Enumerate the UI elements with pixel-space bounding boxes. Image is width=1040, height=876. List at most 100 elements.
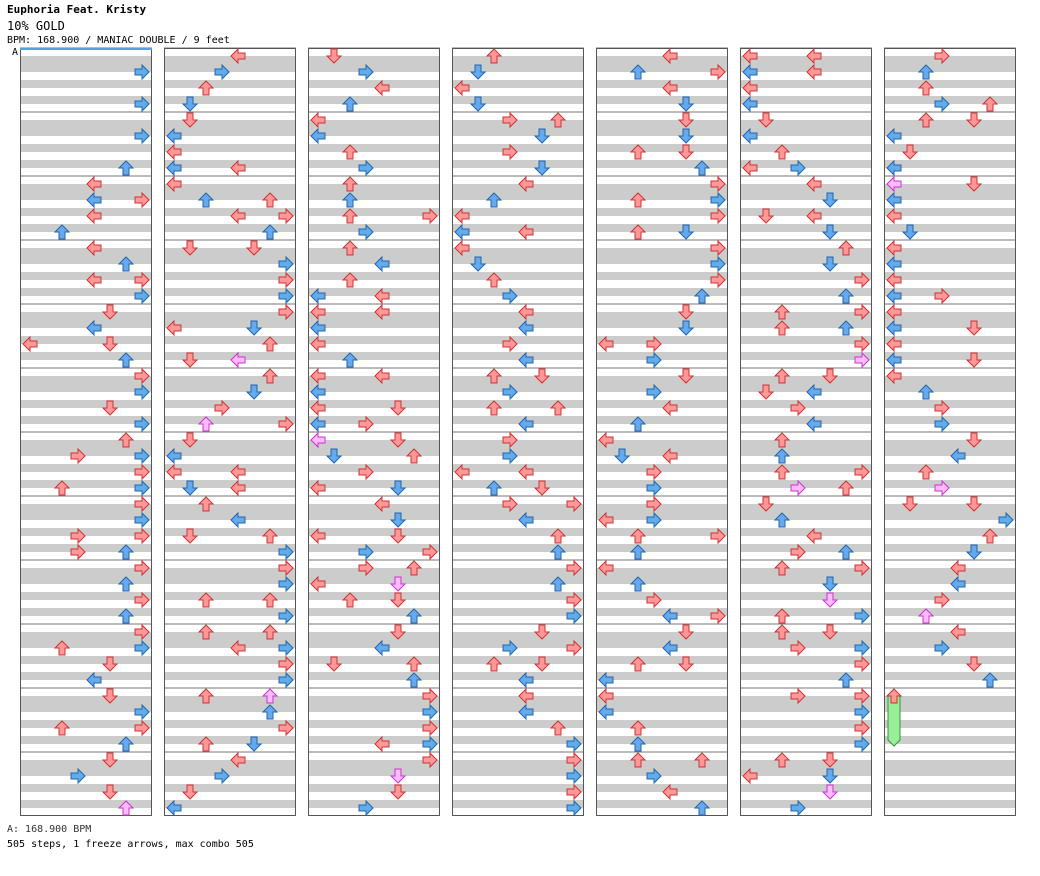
- chart-column-4: [452, 47, 584, 816]
- step-arrow: [566, 735, 582, 753]
- step-arrow: [485, 656, 503, 672]
- step-arrow: [166, 143, 182, 161]
- step-arrow: [101, 752, 119, 768]
- step-arrow: [886, 367, 902, 385]
- step-arrow: [773, 624, 791, 640]
- step-arrow: [742, 159, 758, 177]
- bpm-change-line: [20, 48, 152, 50]
- step-arrow: [566, 591, 582, 609]
- step-arrow: [710, 527, 726, 545]
- step-arrow: [662, 783, 678, 801]
- step-arrow: [245, 736, 263, 752]
- step-arrow: [886, 255, 902, 273]
- step-arrow: [405, 608, 423, 624]
- step-arrow: [773, 432, 791, 448]
- step-arrow: [806, 47, 822, 65]
- step-arrow: [374, 735, 390, 753]
- step-arrow: [101, 784, 119, 800]
- step-arrow: [53, 640, 71, 656]
- step-arrow: [854, 735, 870, 753]
- chart-column-5: [596, 47, 728, 816]
- step-arrow: [261, 336, 279, 352]
- step-arrow: [310, 415, 326, 433]
- step-arrow: [389, 592, 407, 608]
- step-arrow: [310, 127, 326, 145]
- step-arrow: [278, 671, 294, 689]
- chart-column-7: [884, 47, 1016, 816]
- step-arrow: [917, 464, 935, 480]
- arrows-column-3: [310, 48, 438, 817]
- step-arrow: [598, 559, 614, 577]
- step-arrow: [134, 127, 150, 145]
- step-arrow: [790, 543, 806, 561]
- step-arrow: [677, 656, 695, 672]
- step-arrow: [485, 400, 503, 416]
- step-arrow: [965, 656, 983, 672]
- step-arrow: [502, 447, 518, 465]
- step-arrow: [454, 463, 470, 481]
- step-arrow: [469, 96, 487, 112]
- step-arrow: [773, 464, 791, 480]
- step-arrow: [230, 751, 246, 769]
- step-arrow: [533, 368, 551, 384]
- step-arrow: [245, 320, 263, 336]
- step-arrow: [693, 160, 711, 176]
- step-arrow: [854, 351, 870, 369]
- step-arrow: [166, 175, 182, 193]
- step-arrow: [101, 400, 119, 416]
- step-arrow: [134, 559, 150, 577]
- step-arrow: [230, 47, 246, 65]
- step-arrow: [181, 432, 199, 448]
- step-arrow: [310, 399, 326, 417]
- step-arrow: [934, 95, 950, 113]
- step-arrow: [261, 224, 279, 240]
- step-arrow: [502, 287, 518, 305]
- step-arrow: [134, 191, 150, 209]
- step-arrow: [214, 399, 230, 417]
- step-arrow: [757, 208, 775, 224]
- step-arrow: [677, 304, 695, 320]
- step-arrow: [230, 639, 246, 657]
- step-arrow: [965, 320, 983, 336]
- step-arrow: [134, 287, 150, 305]
- arrows-column-2: [166, 47, 294, 817]
- chart-column-3: [308, 47, 440, 816]
- step-arrow: [181, 352, 199, 368]
- step-arrow: [710, 63, 726, 81]
- step-arrow: [629, 224, 647, 240]
- step-arrow: [389, 784, 407, 800]
- step-arrow: [197, 688, 215, 704]
- step-arrow: [341, 240, 359, 256]
- step-arrow: [533, 624, 551, 640]
- step-arrow: [485, 368, 503, 384]
- step-stats: 505 steps, 1 freeze arrows, max combo 50…: [7, 839, 254, 850]
- step-arrow: [117, 352, 135, 368]
- step-arrow: [197, 192, 215, 208]
- step-arrow: [166, 127, 182, 145]
- step-arrow: [710, 207, 726, 225]
- step-arrow: [981, 96, 999, 112]
- step-arrow: [693, 288, 711, 304]
- step-arrow: [901, 224, 919, 240]
- step-arrow: [742, 767, 758, 785]
- step-arrow: [821, 224, 839, 240]
- step-arrow: [358, 463, 374, 481]
- step-arrow: [341, 96, 359, 112]
- step-arrow: [53, 480, 71, 496]
- step-arrow: [358, 543, 374, 561]
- step-arrow: [886, 239, 902, 257]
- step-arrow: [230, 463, 246, 481]
- step-arrow: [917, 608, 935, 624]
- step-arrow: [230, 479, 246, 497]
- step-arrow: [117, 800, 135, 816]
- step-arrow: [790, 479, 806, 497]
- step-arrow: [806, 175, 822, 193]
- step-arrow: [134, 591, 150, 609]
- step-arrow: [806, 207, 822, 225]
- step-arrow: [374, 367, 390, 385]
- step-arrow: [821, 192, 839, 208]
- step-arrow: [981, 672, 999, 688]
- step-arrow: [454, 223, 470, 241]
- step-arrow: [310, 287, 326, 305]
- step-arrow: [181, 112, 199, 128]
